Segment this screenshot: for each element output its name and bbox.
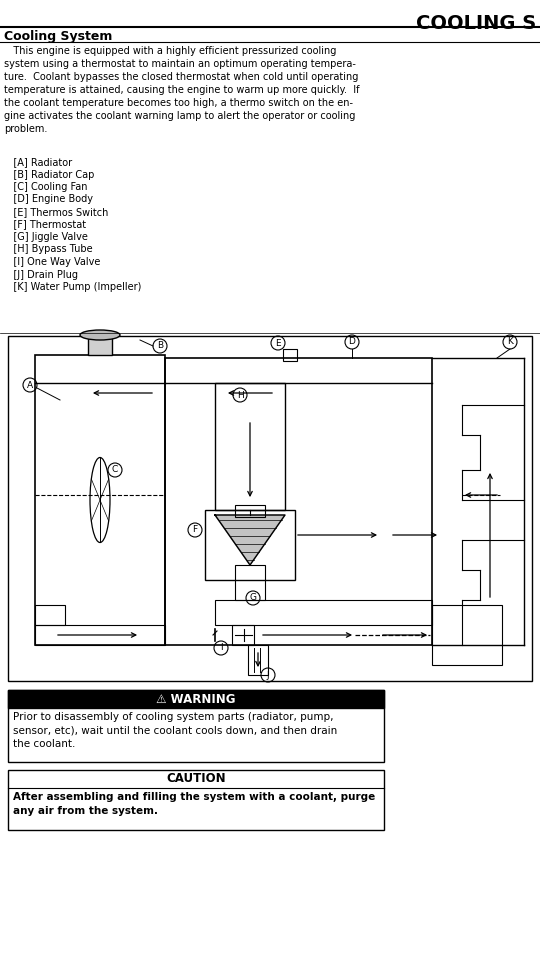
Text: [H] Bypass Tube: [H] Bypass Tube <box>4 245 93 254</box>
Text: [I] One Way Valve: [I] One Way Valve <box>4 257 100 267</box>
Text: [J] Drain Plug: [J] Drain Plug <box>4 270 78 279</box>
Bar <box>8 690 384 708</box>
Bar <box>8 690 384 762</box>
Text: CAUTION: CAUTION <box>166 773 226 785</box>
Text: [A] Radiator: [A] Radiator <box>4 157 72 167</box>
Ellipse shape <box>80 330 120 340</box>
Bar <box>283 349 297 361</box>
Bar <box>232 625 254 645</box>
Text: [F] Thermostat: [F] Thermostat <box>4 220 86 229</box>
Text: [K] Water Pump (Impeller): [K] Water Pump (Impeller) <box>4 282 141 292</box>
Text: A: A <box>27 380 33 390</box>
Text: ⚠ WARNING: ⚠ WARNING <box>156 692 236 706</box>
Text: [D] Engine Body: [D] Engine Body <box>4 195 93 204</box>
Text: I: I <box>220 643 222 653</box>
Text: This engine is equipped with a highly efficient pressurized cooling
system using: This engine is equipped with a highly ef… <box>4 46 360 134</box>
Polygon shape <box>215 515 285 565</box>
Text: [B] Radiator Cap: [B] Radiator Cap <box>4 170 94 180</box>
Bar <box>35 605 65 625</box>
Text: Prior to disassembly of cooling system parts (radiator, pump,
sensor, etc), wait: Prior to disassembly of cooling system p… <box>13 712 337 749</box>
Text: Cooling System: Cooling System <box>4 30 112 43</box>
Text: D: D <box>348 338 355 347</box>
Text: J: J <box>267 670 269 680</box>
Bar <box>235 565 265 600</box>
Text: H: H <box>237 391 244 399</box>
Bar <box>35 355 165 645</box>
Text: B: B <box>157 342 163 350</box>
Text: E: E <box>275 339 281 348</box>
Bar <box>235 505 265 517</box>
Bar <box>8 770 384 830</box>
Text: COOLING S: COOLING S <box>416 14 536 33</box>
Bar <box>88 337 112 355</box>
Text: C: C <box>112 466 118 474</box>
Bar <box>215 600 432 625</box>
Text: [C] Cooling Fan: [C] Cooling Fan <box>4 182 87 192</box>
Text: [E] Thermos Switch: [E] Thermos Switch <box>4 207 109 217</box>
Bar <box>8 336 532 681</box>
Bar <box>432 605 502 665</box>
Bar <box>165 358 432 645</box>
Text: After assembling and filling the system with a coolant, purge
any air from the s: After assembling and filling the system … <box>13 792 375 816</box>
Bar <box>248 645 268 675</box>
Text: K: K <box>507 338 513 347</box>
Text: F: F <box>192 525 198 535</box>
Text: [G] Jiggle Valve: [G] Jiggle Valve <box>4 232 88 242</box>
Text: G: G <box>249 593 256 603</box>
Bar <box>215 383 285 510</box>
Bar <box>205 510 295 580</box>
Bar <box>35 625 165 645</box>
